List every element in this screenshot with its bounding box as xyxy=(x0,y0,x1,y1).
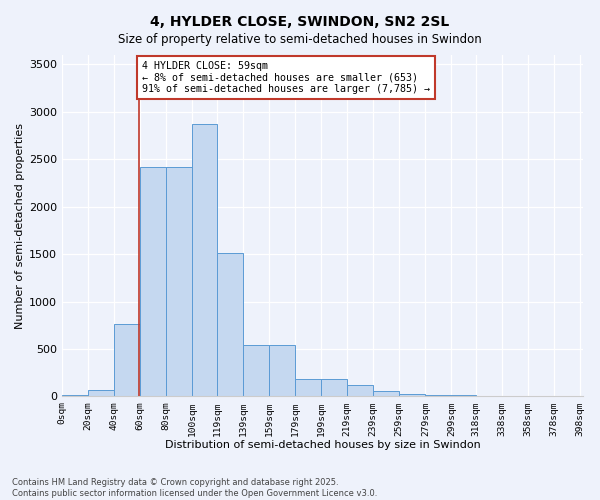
Bar xyxy=(88,390,114,396)
X-axis label: Distribution of semi-detached houses by size in Swindon: Distribution of semi-detached houses by … xyxy=(164,440,481,450)
Bar xyxy=(166,167,193,396)
Bar xyxy=(373,392,399,396)
Bar xyxy=(425,394,451,396)
Bar xyxy=(347,385,373,396)
Bar xyxy=(243,345,269,397)
Text: Contains HM Land Registry data © Crown copyright and database right 2025.
Contai: Contains HM Land Registry data © Crown c… xyxy=(12,478,377,498)
Bar xyxy=(451,394,476,396)
Text: 4, HYLDER CLOSE, SWINDON, SN2 2SL: 4, HYLDER CLOSE, SWINDON, SN2 2SL xyxy=(151,15,449,29)
Bar xyxy=(295,380,321,396)
Bar xyxy=(140,167,166,396)
Text: Size of property relative to semi-detached houses in Swindon: Size of property relative to semi-detach… xyxy=(118,32,482,46)
Bar xyxy=(399,394,425,396)
Y-axis label: Number of semi-detached properties: Number of semi-detached properties xyxy=(15,122,25,328)
Bar xyxy=(217,253,243,396)
Bar xyxy=(114,324,140,396)
Bar xyxy=(62,395,88,396)
Bar xyxy=(321,380,347,396)
Text: 4 HYLDER CLOSE: 59sqm
← 8% of semi-detached houses are smaller (653)
91% of semi: 4 HYLDER CLOSE: 59sqm ← 8% of semi-detac… xyxy=(142,60,430,94)
Bar xyxy=(269,345,295,397)
Bar xyxy=(193,124,217,396)
